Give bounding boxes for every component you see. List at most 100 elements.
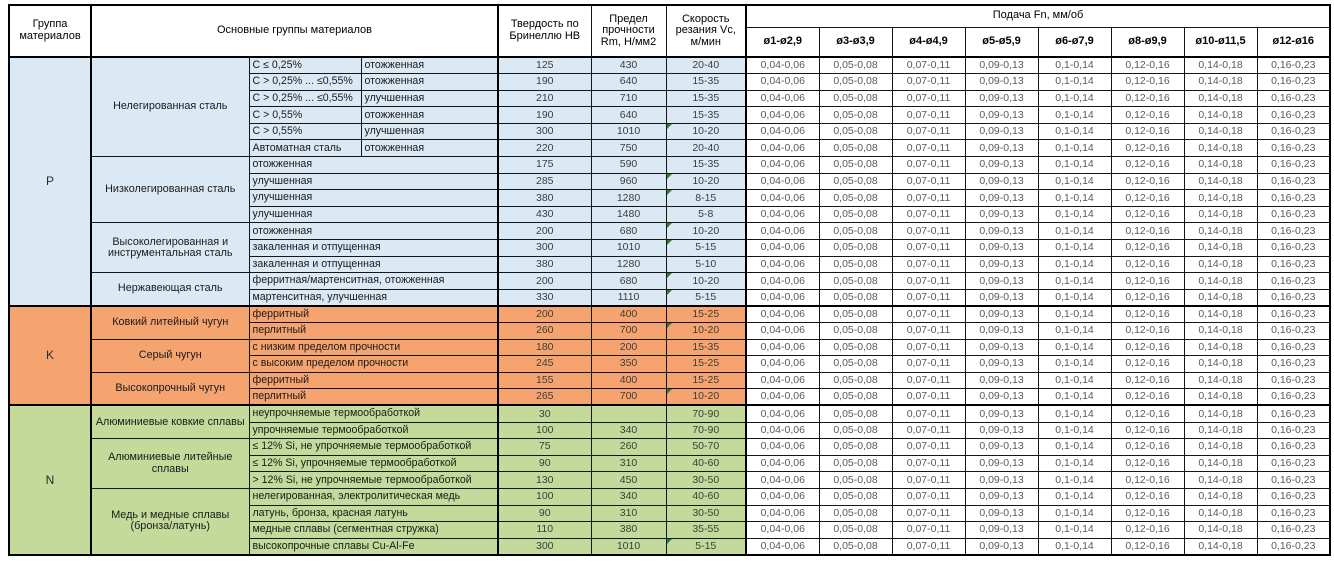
feed-value-cell[interactable]: 0,07-0,11	[891, 355, 966, 373]
feed-value-cell[interactable]: 0,09-0,13	[964, 454, 1039, 473]
hardness-cell[interactable]: 260	[497, 322, 592, 340]
header-feed-d4[interactable]: ø5-ø5,9	[964, 26, 1039, 58]
feed-value-cell[interactable]: 0,04-0,06	[745, 421, 820, 440]
feed-value-cell[interactable]: 0,16-0,23	[1256, 205, 1331, 224]
feed-value-cell[interactable]: 0,16-0,23	[1256, 239, 1331, 257]
cutting-speed-cell[interactable]: 5-15	[665, 288, 747, 307]
feed-value-cell[interactable]: 0,16-0,23	[1256, 255, 1331, 274]
material-spec-cell[interactable]: отожженная	[248, 222, 499, 241]
feed-value-cell[interactable]: 0,09-0,13	[964, 172, 1039, 191]
feed-value-cell[interactable]: 0,16-0,23	[1256, 404, 1331, 423]
subgroup-name-cell[interactable]: Высоколегированная и инструментальная ст…	[90, 222, 250, 274]
feed-value-cell[interactable]: 0,07-0,11	[891, 438, 966, 456]
cutting-speed-cell[interactable]: 10-20	[665, 122, 747, 141]
subgroup-name-cell[interactable]: Нелегированная сталь	[90, 56, 250, 158]
cutting-speed-cell[interactable]: 15-35	[665, 73, 747, 91]
feed-value-cell[interactable]: 0,04-0,06	[745, 338, 820, 357]
feed-value-cell[interactable]: 0,12-0,16	[1110, 521, 1185, 539]
feed-value-cell[interactable]: 0,14-0,18	[1183, 438, 1258, 456]
feed-value-cell[interactable]: 0,14-0,18	[1183, 122, 1258, 141]
feed-value-cell[interactable]: 0,14-0,18	[1183, 322, 1258, 340]
feed-value-cell[interactable]: 0,04-0,06	[745, 73, 820, 91]
feed-value-cell[interactable]: 0,09-0,13	[964, 288, 1039, 307]
feed-value-cell[interactable]: 0,1-0,14	[1037, 537, 1112, 556]
group-code-cell[interactable]: K	[8, 304, 92, 406]
feed-value-cell[interactable]: 0,09-0,13	[964, 122, 1039, 141]
cutting-speed-cell[interactable]: 40-60	[665, 487, 747, 506]
feed-value-cell[interactable]: 0,12-0,16	[1110, 106, 1185, 124]
feed-value-cell[interactable]: 0,14-0,18	[1183, 189, 1258, 207]
feed-value-cell[interactable]: 0,14-0,18	[1183, 255, 1258, 274]
material-state-cell[interactable]: улучшенная	[360, 89, 499, 108]
hardness-cell[interactable]: 300	[497, 239, 592, 257]
feed-value-cell[interactable]: 0,12-0,16	[1110, 487, 1185, 506]
hardness-cell[interactable]: 130	[497, 471, 592, 489]
header-feed-d3[interactable]: ø4-ø4,9	[891, 26, 966, 58]
feed-value-cell[interactable]: 0,09-0,13	[964, 56, 1039, 75]
feed-value-cell[interactable]: 0,12-0,16	[1110, 504, 1185, 523]
feed-value-cell[interactable]: 0,04-0,06	[745, 222, 820, 241]
feed-value-cell[interactable]: 0,07-0,11	[891, 504, 966, 523]
group-code-cell[interactable]: N	[8, 404, 92, 556]
feed-value-cell[interactable]: 0,12-0,16	[1110, 322, 1185, 340]
hardness-cell[interactable]: 90	[497, 454, 592, 473]
feed-value-cell[interactable]: 0,1-0,14	[1037, 239, 1112, 257]
material-spec-cell[interactable]: C > 0,25% ... ≤0,55%	[248, 73, 362, 91]
feed-value-cell[interactable]: 0,09-0,13	[964, 222, 1039, 241]
cutting-speed-cell[interactable]: 10-20	[665, 172, 747, 191]
strength-cell[interactable]: 700	[590, 322, 667, 340]
feed-value-cell[interactable]: 0,04-0,06	[745, 304, 820, 323]
feed-value-cell[interactable]: 0,1-0,14	[1037, 454, 1112, 473]
feed-value-cell[interactable]: 0,05-0,08	[818, 222, 893, 241]
feed-value-cell[interactable]: 0,07-0,11	[891, 338, 966, 357]
feed-value-cell[interactable]: 0,05-0,08	[818, 371, 893, 390]
feed-value-cell[interactable]: 0,04-0,06	[745, 122, 820, 141]
feed-value-cell[interactable]: 0,16-0,23	[1256, 504, 1331, 523]
feed-value-cell[interactable]: 0,16-0,23	[1256, 122, 1331, 141]
feed-value-cell[interactable]: 0,12-0,16	[1110, 56, 1185, 75]
feed-value-cell[interactable]: 0,12-0,16	[1110, 189, 1185, 207]
feed-value-cell[interactable]: 0,14-0,18	[1183, 454, 1258, 473]
subgroup-name-cell[interactable]: Алюминиевые ковкие сплавы	[90, 404, 250, 440]
feed-value-cell[interactable]: 0,14-0,18	[1183, 388, 1258, 406]
feed-value-cell[interactable]: 0,05-0,08	[818, 239, 893, 257]
feed-value-cell[interactable]: 0,16-0,23	[1256, 388, 1331, 406]
feed-value-cell[interactable]: 0,05-0,08	[818, 122, 893, 141]
feed-value-cell[interactable]: 0,1-0,14	[1037, 106, 1112, 124]
cutting-speed-cell[interactable]: 15-35	[665, 89, 747, 108]
header-material-group[interactable]: Группа материалов	[8, 4, 92, 58]
hardness-cell[interactable]: 210	[497, 89, 592, 108]
hardness-cell[interactable]: 190	[497, 106, 592, 124]
feed-value-cell[interactable]: 0,04-0,06	[745, 371, 820, 390]
feed-value-cell[interactable]: 0,16-0,23	[1256, 288, 1331, 307]
subgroup-name-cell[interactable]: Ковкий литейный чугун	[90, 304, 250, 340]
feed-value-cell[interactable]: 0,1-0,14	[1037, 255, 1112, 274]
feed-value-cell[interactable]: 0,16-0,23	[1256, 371, 1331, 390]
feed-value-cell[interactable]: 0,12-0,16	[1110, 454, 1185, 473]
hardness-cell[interactable]: 125	[497, 56, 592, 75]
feed-value-cell[interactable]: 0,16-0,23	[1256, 172, 1331, 191]
feed-value-cell[interactable]: 0,04-0,06	[745, 189, 820, 207]
feed-value-cell[interactable]: 0,05-0,08	[818, 106, 893, 124]
feed-value-cell[interactable]: 0,09-0,13	[964, 239, 1039, 257]
cutting-speed-cell[interactable]: 10-20	[665, 222, 747, 241]
strength-cell[interactable]: 340	[590, 421, 667, 440]
strength-cell[interactable]: 640	[590, 106, 667, 124]
feed-value-cell[interactable]: 0,16-0,23	[1256, 56, 1331, 75]
feed-value-cell[interactable]: 0,04-0,06	[745, 537, 820, 556]
subgroup-name-cell[interactable]: Алюминиевые литейные сплавы	[90, 438, 250, 489]
feed-value-cell[interactable]: 0,12-0,16	[1110, 156, 1185, 174]
subgroup-name-cell[interactable]: Низколегированная сталь	[90, 156, 250, 224]
cutting-speed-cell[interactable]: 15-35	[665, 338, 747, 357]
material-spec-cell[interactable]: медные сплавы (сегментная стружка)	[248, 521, 499, 539]
cutting-speed-cell[interactable]: 30-50	[665, 471, 747, 489]
feed-value-cell[interactable]: 0,14-0,18	[1183, 504, 1258, 523]
feed-value-cell[interactable]: 0,1-0,14	[1037, 56, 1112, 75]
feed-value-cell[interactable]: 0,1-0,14	[1037, 73, 1112, 91]
material-spec-cell[interactable]: C ≤ 0,25%	[248, 56, 362, 75]
header-feed-title[interactable]: Подача Fn, мм/об	[744, 4, 1331, 28]
feed-value-cell[interactable]: 0,07-0,11	[891, 404, 966, 423]
feed-value-cell[interactable]: 0,04-0,06	[745, 56, 820, 75]
feed-value-cell[interactable]: 0,09-0,13	[964, 438, 1039, 456]
feed-value-cell[interactable]: 0,12-0,16	[1110, 222, 1185, 241]
